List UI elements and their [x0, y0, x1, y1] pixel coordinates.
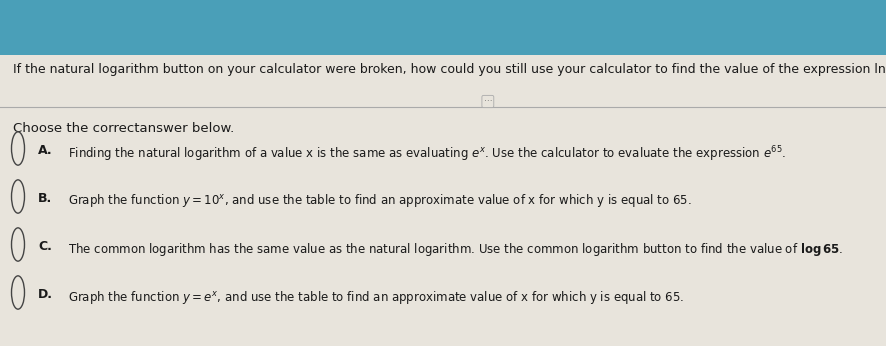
- Text: If the natural logarithm button on your calculator were broken, how could you st: If the natural logarithm button on your …: [13, 63, 886, 76]
- Text: A.: A.: [38, 145, 52, 157]
- FancyBboxPatch shape: [0, 0, 886, 55]
- Text: D.: D.: [38, 289, 53, 301]
- Text: ···: ···: [483, 97, 492, 106]
- Text: B.: B.: [38, 192, 52, 206]
- Text: Graph the function $y = e^x$, and use the table to find an approximate value of : Graph the function $y = e^x$, and use th…: [68, 289, 684, 306]
- Text: Graph the function $y = 10^x$, and use the table to find an approximate value of: Graph the function $y = 10^x$, and use t…: [68, 192, 691, 209]
- Text: C.: C.: [38, 240, 51, 254]
- Text: The common logarithm has the same value as the natural logarithm. Use the common: The common logarithm has the same value …: [68, 240, 843, 257]
- Text: Choose the correct​answer below.: Choose the correct​answer below.: [13, 122, 234, 135]
- Text: Finding the natural logarithm of a value x is the same as evaluating $e^x$. Use : Finding the natural logarithm of a value…: [68, 145, 785, 164]
